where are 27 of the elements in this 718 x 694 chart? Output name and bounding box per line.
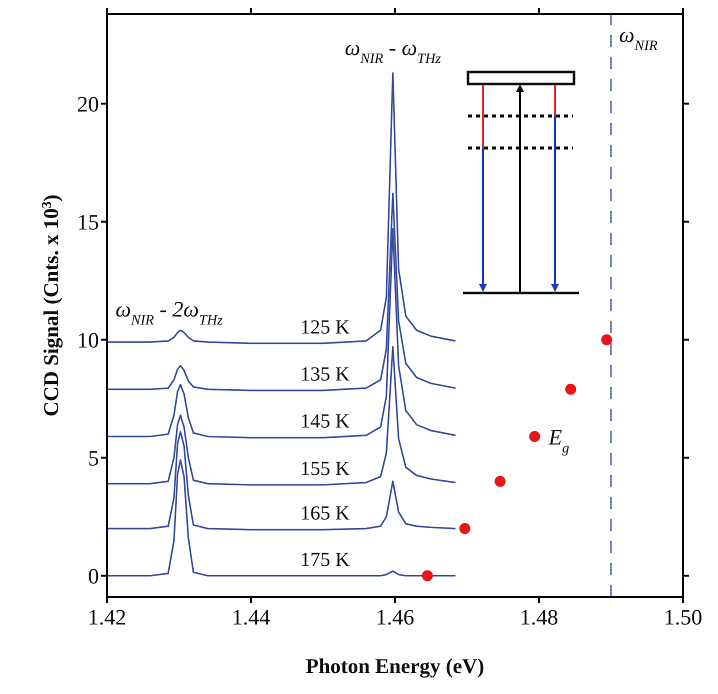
y-tick-label: 5 [88, 446, 99, 471]
x-tick-label: 1.44 [232, 604, 270, 630]
x-tick-label: 1.50 [664, 604, 702, 630]
point [601, 334, 612, 346]
point [494, 476, 506, 487]
y-tick-label: 15 [77, 210, 99, 235]
x-tick-label: 1.48 [520, 604, 558, 630]
y-tick-label: 10 [77, 328, 99, 353]
series-label: 145 K [300, 410, 350, 433]
series-label: 155 K [300, 458, 350, 480]
x-tick-label: 1.46 [376, 604, 414, 630]
x-axis-title: Photon Energy (eV) [306, 654, 484, 678]
ref-line-label: ω$_{NIR}$ [619, 22, 658, 54]
point [422, 570, 433, 582]
annotation: ω$_{NIR}$ - 2ω$_{THz}$ [115, 296, 224, 328]
series-label: E$_{g}$ [548, 424, 570, 456]
point [529, 431, 540, 442]
point [459, 523, 470, 534]
y-tick-label: 0 [88, 564, 99, 589]
annotation: ω$_{NIR}$ - ω$_{THz}$ [344, 35, 442, 68]
x-tick-label: 1.42 [88, 604, 126, 630]
series-label: 175 K [300, 548, 350, 571]
series-label: 125 K [300, 316, 350, 338]
series-label: 135 K [300, 363, 350, 386]
series-label: 165 K [300, 502, 350, 525]
y-tick-label: 20 [77, 92, 99, 116]
point [565, 384, 576, 395]
